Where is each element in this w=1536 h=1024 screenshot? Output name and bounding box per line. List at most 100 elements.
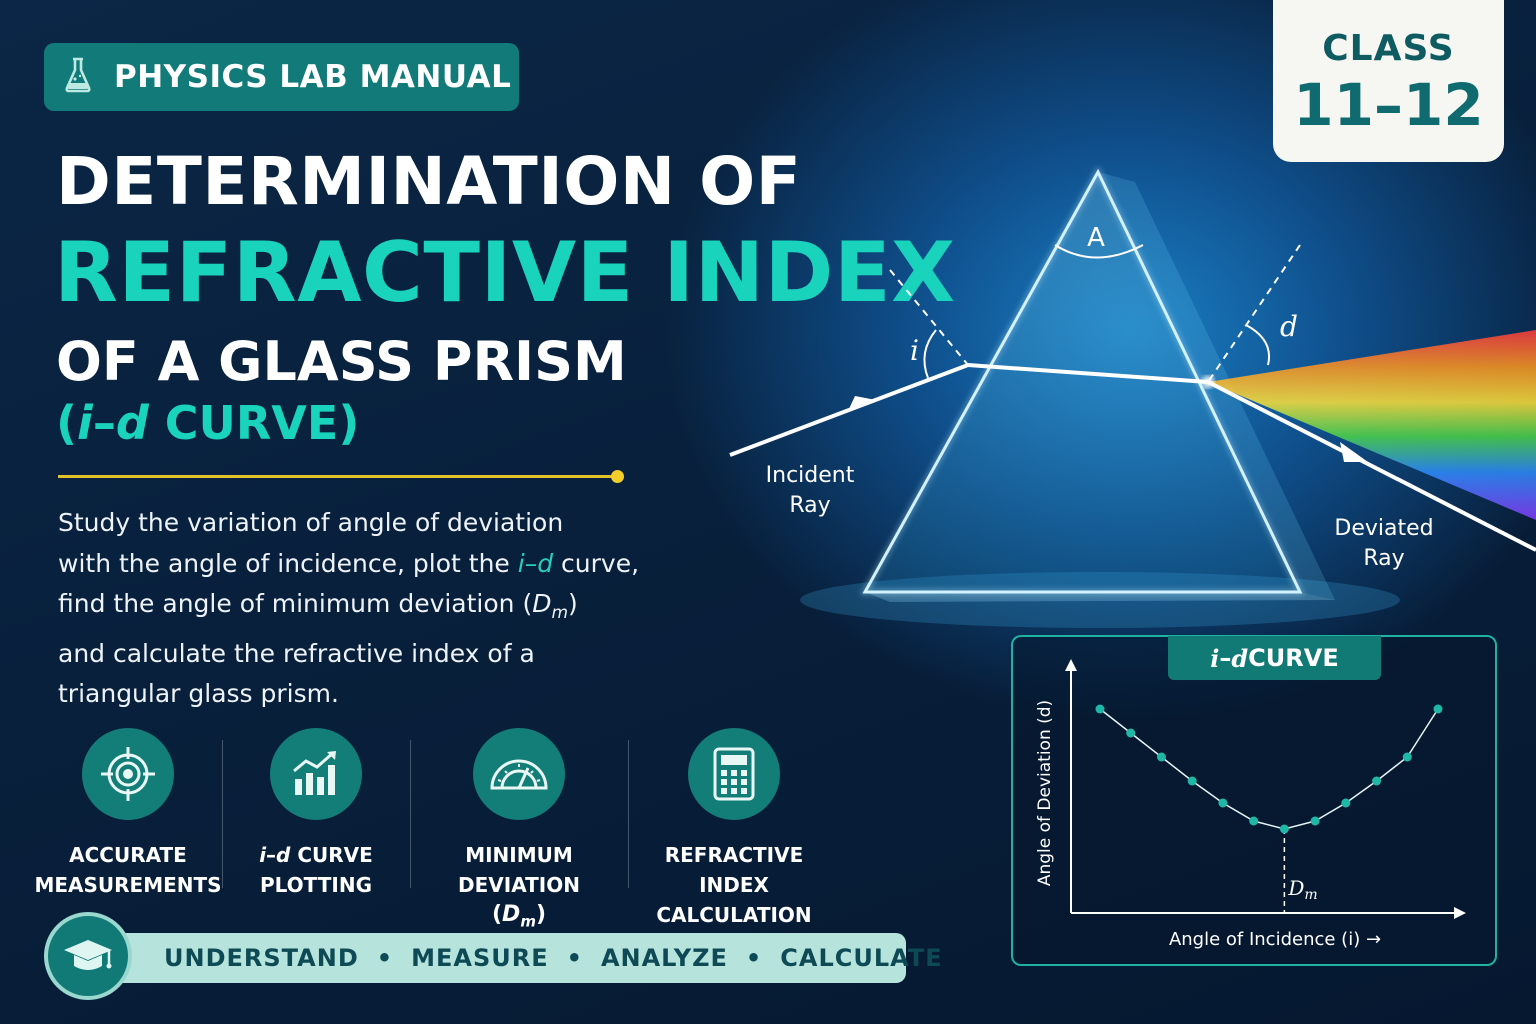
- d-symbol: d: [115, 396, 149, 450]
- desc-text: ): [568, 589, 578, 618]
- apex-angle-arc: [1054, 244, 1144, 259]
- title-line-4: (i–d CURVE): [56, 396, 359, 450]
- d-symbol: d: [276, 843, 291, 867]
- description: Study the variation of angle of deviatio…: [58, 503, 698, 715]
- exit-point-glow: [1202, 376, 1214, 388]
- normal-line-incidence: [889, 269, 969, 366]
- y-axis-arrow-icon: [1065, 659, 1077, 671]
- feature-line-1: i–d CURVE: [221, 840, 411, 870]
- x-axis-label: Angle of Incidence (i) →: [1169, 929, 1381, 950]
- curve-point: [1310, 816, 1320, 826]
- dm-label: Dm: [1287, 876, 1317, 903]
- i-symbol: i: [1210, 643, 1220, 673]
- normal-line-emergence: [1207, 244, 1301, 383]
- title-line-2: REFRACTIVE INDEX: [54, 224, 956, 321]
- banner-item: ANALYZE: [600, 944, 728, 972]
- deviated-label: Ray: [1363, 546, 1404, 571]
- id-curve-tag: i – d CURVE: [1168, 636, 1381, 680]
- dm-symbol: D: [532, 589, 552, 618]
- curve-point: [1156, 752, 1166, 762]
- deviated-arrow-icon: [1340, 442, 1368, 462]
- x-axis-arrow-icon: [1454, 907, 1466, 919]
- desc-line-1: Study the variation of angle of deviatio…: [58, 508, 564, 537]
- banner-item: CALCULATE: [780, 944, 943, 972]
- dash: –: [266, 843, 277, 867]
- deviated-label: Deviated: [1334, 516, 1433, 541]
- deviation-angle-arc: [1245, 324, 1270, 366]
- feature-refractive-index: REFRACTIVE INDEX CALCULATION: [636, 728, 832, 930]
- flask-icon: [64, 56, 92, 98]
- i-symbol: i: [259, 843, 267, 867]
- deviated-ray: [1207, 380, 1536, 552]
- desc-line-3: find the angle of minimum deviation (Dm): [58, 584, 698, 634]
- class-value: 11–12: [1293, 71, 1484, 139]
- d-symbol: d: [1231, 643, 1249, 673]
- desc-text: with the angle of incidence, plot the: [58, 548, 518, 578]
- feature-label: i–d CURVE PLOTTING: [221, 840, 411, 900]
- dm-subscript: m: [520, 912, 536, 931]
- feature-separator: [410, 740, 411, 888]
- apex-label: A: [1087, 223, 1105, 253]
- feature-label: MINIMUM DEVIATION (Dm): [421, 840, 617, 936]
- badge-label: PHYSICS LAB MANUAL: [114, 59, 512, 95]
- id-curve-panel: [1011, 635, 1497, 966]
- feature-label: ACCURATE MEASUREMENTS: [33, 840, 223, 900]
- banner-item: MEASURE: [411, 944, 549, 972]
- feature-line-1: REFRACTIVE INDEX: [664, 843, 804, 897]
- curve-point: [1095, 704, 1105, 714]
- dm-symbol: D: [502, 902, 521, 927]
- refracted-ray: [967, 363, 1209, 384]
- curve-point: [1341, 798, 1351, 808]
- banner-dot: •: [376, 944, 394, 972]
- feature-minimum-deviation: MINIMUM DEVIATION (Dm): [421, 728, 617, 936]
- divider-dot: [611, 470, 624, 483]
- feature-separator: [222, 740, 223, 888]
- incidence-angle-arc: [923, 329, 937, 379]
- incident-arrow-icon: [848, 396, 876, 411]
- curve-point: [1433, 704, 1443, 714]
- paren-open: (: [491, 902, 503, 927]
- banner-item: UNDERSTAND: [164, 944, 359, 972]
- dash: –: [92, 396, 116, 450]
- feature-curve-plotting: i–d CURVE PLOTTING: [221, 728, 411, 900]
- banner-dot: •: [566, 944, 583, 972]
- curve-point: [1372, 776, 1382, 786]
- banner-dot: •: [745, 944, 763, 972]
- title-line-1: DETERMINATION OF: [56, 143, 802, 220]
- title-divider: [58, 475, 618, 478]
- feature-line-2: CALCULATION: [656, 903, 812, 927]
- class-card: CLASS 11–12: [1273, 0, 1504, 162]
- deviation-label: d: [1280, 310, 1298, 343]
- desc-line-2: with the angle of incidence, plot the i–…: [58, 544, 698, 585]
- feature-line-2: (Dm): [421, 900, 617, 936]
- curve-point: [1402, 752, 1412, 762]
- incidence-label: i: [910, 334, 919, 367]
- desc-line-4: and calculate the refractive index of a: [58, 638, 535, 668]
- dm-subscript: m: [1304, 887, 1317, 903]
- curve-point: [1218, 798, 1228, 808]
- curve-word: CURVE: [290, 843, 373, 867]
- class-label: CLASS: [1322, 28, 1455, 69]
- feature-line-2: MEASUREMENTS: [34, 873, 222, 897]
- curve-word: CURVE: [1248, 644, 1339, 672]
- bottom-banner: [80, 933, 906, 983]
- graduation-cap-icon: [44, 912, 132, 1000]
- feature-separator: [628, 740, 629, 888]
- calculator-icon: [688, 728, 780, 820]
- feature-line-1: MINIMUM DEVIATION: [458, 843, 580, 897]
- desc-text: curve,: [553, 548, 640, 578]
- curve-point: [1187, 776, 1197, 786]
- dispersed-spectrum: [1208, 330, 1536, 520]
- banner-steps: UNDERSTAND • MEASURE • ANALYZE • CALCULA…: [164, 933, 943, 983]
- feature-line-1: ACCURATE: [69, 843, 187, 867]
- desc-emphasis: i–d: [517, 548, 554, 578]
- desc-text: find the angle of minimum deviation (: [58, 589, 533, 618]
- feature-line-2: PLOTTING: [259, 873, 373, 897]
- title-line-3: OF A GLASS PRISM: [56, 330, 627, 393]
- curve-line: [1099, 708, 1439, 830]
- dm-symbol: D: [1287, 876, 1304, 900]
- lab-manual-badge: PHYSICS LAB MANUAL: [44, 43, 519, 111]
- y-axis-label: Angle of Deviation (d): [1035, 700, 1055, 886]
- feature-accurate-measurements: ACCURATE MEASUREMENTS: [33, 728, 223, 900]
- id-curve-chart: Angle of Deviation (d) Angle of Incidenc…: [1035, 659, 1466, 950]
